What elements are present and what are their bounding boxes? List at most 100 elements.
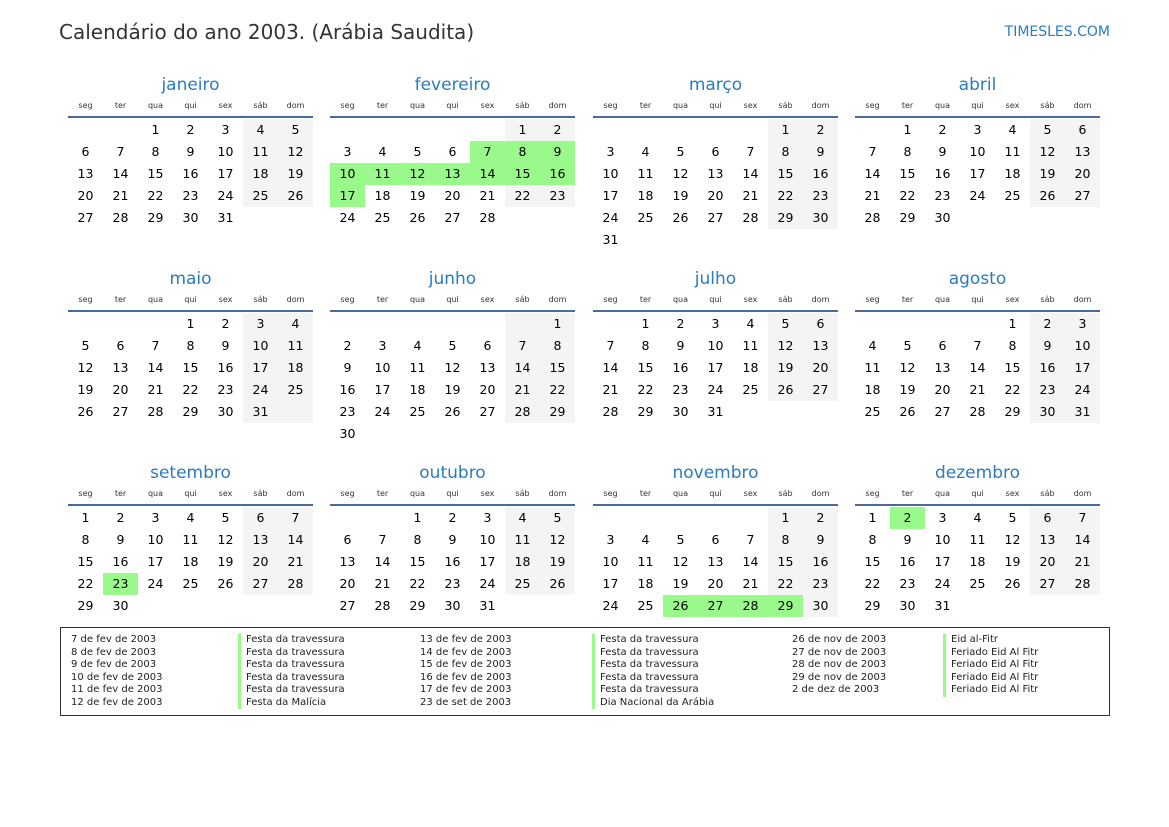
- day[interactable]: 18: [374, 188, 391, 203]
- day[interactable]: 1: [903, 122, 912, 137]
- holiday-day[interactable]: 7: [470, 141, 505, 163]
- day[interactable]: 7: [868, 144, 877, 159]
- day[interactable]: 3: [243, 313, 278, 335]
- day[interactable]: 25: [1004, 188, 1021, 203]
- day[interactable]: 29: [864, 598, 881, 613]
- day[interactable]: 1: [1008, 316, 1017, 331]
- day[interactable]: 1: [641, 316, 650, 331]
- day[interactable]: 11: [505, 529, 540, 551]
- day[interactable]: 20: [479, 382, 496, 397]
- day[interactable]: 25: [505, 573, 540, 595]
- day[interactable]: 9: [803, 141, 838, 163]
- day[interactable]: 19: [768, 357, 803, 379]
- day[interactable]: 23: [217, 382, 234, 397]
- day[interactable]: 2: [221, 316, 230, 331]
- day[interactable]: 27: [339, 598, 356, 613]
- day[interactable]: 2: [676, 316, 685, 331]
- day[interactable]: 26: [77, 404, 94, 419]
- holiday-day[interactable]: 23: [103, 573, 138, 595]
- day[interactable]: 16: [934, 166, 951, 181]
- day[interactable]: 20: [803, 357, 838, 379]
- day[interactable]: 20: [707, 576, 724, 591]
- day[interactable]: 2: [540, 119, 575, 141]
- day[interactable]: 4: [413, 338, 422, 353]
- day[interactable]: 8: [413, 532, 422, 547]
- day[interactable]: 20: [112, 382, 129, 397]
- day[interactable]: 7: [973, 338, 982, 353]
- day[interactable]: 21: [112, 188, 129, 203]
- day[interactable]: 31: [479, 598, 496, 613]
- day[interactable]: 13: [803, 335, 838, 357]
- day[interactable]: 12: [444, 360, 461, 375]
- day[interactable]: 4: [1008, 122, 1017, 137]
- day[interactable]: 20: [444, 188, 461, 203]
- day[interactable]: 17: [602, 188, 619, 203]
- day[interactable]: 1: [505, 119, 540, 141]
- day[interactable]: 8: [151, 144, 160, 159]
- day[interactable]: 14: [374, 554, 391, 569]
- day[interactable]: 14: [505, 357, 540, 379]
- day[interactable]: 3: [711, 316, 720, 331]
- day[interactable]: 14: [278, 529, 313, 551]
- day[interactable]: 9: [186, 144, 195, 159]
- day[interactable]: 11: [969, 532, 986, 547]
- day[interactable]: 14: [112, 166, 129, 181]
- day[interactable]: 7: [746, 144, 755, 159]
- day[interactable]: 10: [707, 338, 724, 353]
- day[interactable]: 12: [278, 141, 313, 163]
- day[interactable]: 19: [1030, 163, 1065, 185]
- day[interactable]: 1: [413, 510, 422, 525]
- day[interactable]: 8: [641, 338, 650, 353]
- day[interactable]: 4: [378, 144, 387, 159]
- day[interactable]: 22: [1004, 382, 1021, 397]
- day[interactable]: 21: [505, 379, 540, 401]
- day[interactable]: 11: [1004, 144, 1021, 159]
- day[interactable]: 20: [77, 188, 94, 203]
- day[interactable]: 29: [540, 401, 575, 423]
- day[interactable]: 1: [768, 119, 803, 141]
- day[interactable]: 21: [864, 188, 881, 203]
- day[interactable]: 31: [602, 232, 619, 247]
- day[interactable]: 21: [1065, 551, 1100, 573]
- day[interactable]: 4: [186, 510, 195, 525]
- day[interactable]: 13: [1030, 529, 1065, 551]
- day[interactable]: 17: [479, 554, 496, 569]
- day[interactable]: 23: [339, 404, 356, 419]
- day[interactable]: 17: [147, 554, 164, 569]
- day[interactable]: 10: [602, 554, 619, 569]
- day[interactable]: 1: [768, 507, 803, 529]
- day[interactable]: 3: [606, 532, 615, 547]
- day[interactable]: 13: [707, 554, 724, 569]
- day[interactable]: 7: [746, 532, 755, 547]
- day[interactable]: 31: [243, 401, 278, 423]
- day[interactable]: 19: [1004, 554, 1021, 569]
- day[interactable]: 31: [934, 598, 951, 613]
- day[interactable]: 18: [182, 554, 199, 569]
- day[interactable]: 26: [672, 210, 689, 225]
- holiday-day[interactable]: 28: [733, 595, 768, 617]
- day[interactable]: 13: [707, 166, 724, 181]
- holiday-day[interactable]: 29: [768, 595, 803, 617]
- day[interactable]: 22: [899, 188, 916, 203]
- day[interactable]: 15: [182, 360, 199, 375]
- day[interactable]: 11: [864, 360, 881, 375]
- day[interactable]: 17: [217, 166, 234, 181]
- day[interactable]: 21: [969, 382, 986, 397]
- day[interactable]: 13: [479, 360, 496, 375]
- day[interactable]: 10: [969, 144, 986, 159]
- day[interactable]: 24: [602, 598, 619, 613]
- day[interactable]: 23: [803, 185, 838, 207]
- day[interactable]: 3: [343, 144, 352, 159]
- day[interactable]: 6: [81, 144, 90, 159]
- day[interactable]: 24: [374, 404, 391, 419]
- day[interactable]: 26: [444, 404, 461, 419]
- day[interactable]: 3: [483, 510, 492, 525]
- day[interactable]: 29: [899, 210, 916, 225]
- day[interactable]: 24: [339, 210, 356, 225]
- day[interactable]: 16: [899, 554, 916, 569]
- day[interactable]: 18: [969, 554, 986, 569]
- day[interactable]: 28: [505, 401, 540, 423]
- day[interactable]: 30: [1030, 401, 1065, 423]
- day[interactable]: 2: [116, 510, 125, 525]
- day[interactable]: 27: [444, 210, 461, 225]
